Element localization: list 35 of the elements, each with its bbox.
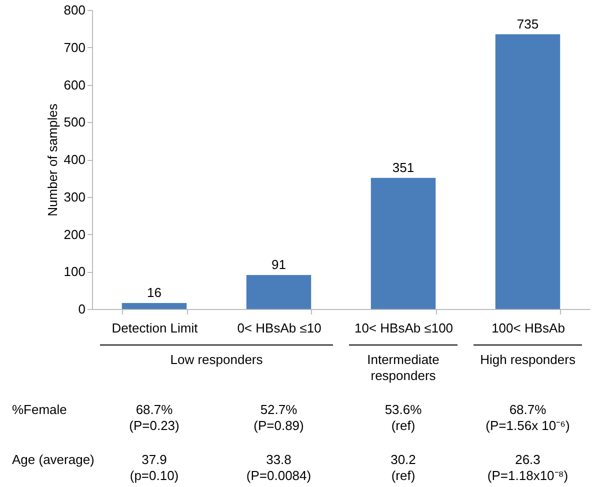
y-tick-label: 700 [64,40,86,55]
text: 26.3 (P=1.18x10⁻⁸) [487,452,568,483]
bar [495,34,560,309]
data-label: 16 [147,285,162,300]
text: Intermediate responders [367,352,440,383]
data-label: 735 [516,16,539,32]
y-tick-label: 100 [64,264,86,280]
bar [122,303,187,309]
x-tick-label: 100< HBsAb [492,320,565,336]
y-tick-label: 400 [64,152,86,167]
y-tick-label: 0 [78,302,86,316]
text: 52.7% (P=0.89) [254,402,304,433]
text: High responders [480,352,576,367]
text: 68.7% (P=1.56x 10⁻⁶) [486,402,570,433]
bar [246,274,312,309]
x-tick-label: 10< HBsAb ≤100 [354,320,454,336]
data-label: 91 [272,256,286,272]
y-tick-label: 600 [64,77,86,92]
text: 33.8 (P=0.0084) [246,452,312,483]
bar [370,178,436,309]
text: Age (average) [12,452,94,467]
text: 68.7% (P=0.23) [129,402,180,433]
text: 53.6% (ref) [384,402,422,433]
text: Low responders [170,352,264,367]
y-tick-label: 800 [64,2,86,18]
text: 37.9 (p=0.10) [130,452,179,483]
y-tick-label: 200 [64,226,86,242]
y-axis-title: Number of samples [44,103,60,216]
y-tick-label: 500 [64,114,86,130]
y-tick-label: 300 [64,189,86,204]
data-label: 351 [392,160,414,175]
x-tick-label: Detection Limit [112,320,198,336]
x-tick-label: 0< HBsAb ≤10 [237,320,322,336]
text: %Female [12,402,67,417]
text: 30.2 (ref) [390,452,416,483]
